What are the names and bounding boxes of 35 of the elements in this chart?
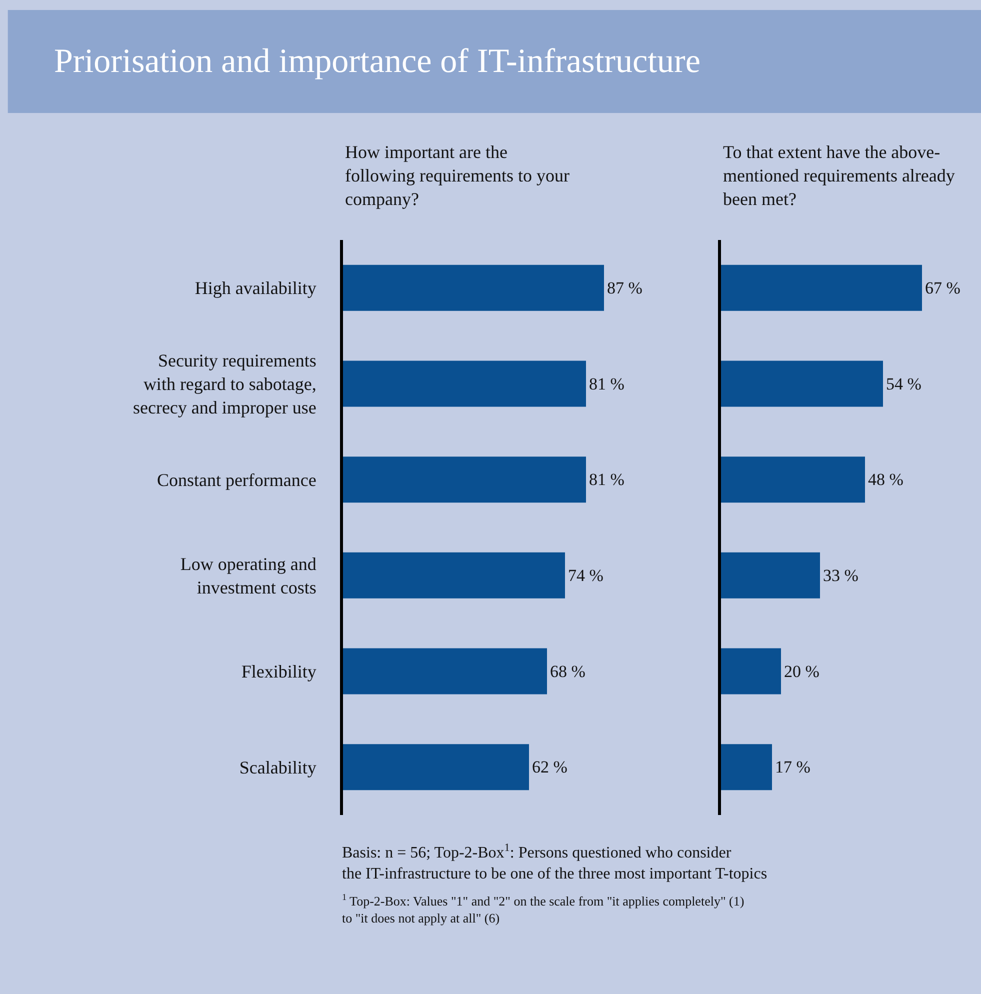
bar (343, 264, 604, 311)
chart-subtitle: How important are the following requirements to your company? (345, 142, 570, 209)
chart-subtitle: To that extent have the above-mentioned requirements already been met? (723, 142, 955, 209)
bar (721, 456, 865, 503)
data-label: 20 % (784, 662, 820, 681)
data-label: 48 % (868, 470, 904, 490)
data-label: 81 % (589, 470, 624, 490)
text: $^{1}$ Top-2-Box: Values "1" and "2" on the scale from "it applies completely" (1) to "it does not apply at all" (6) (342, 892, 744, 926)
bar (343, 744, 529, 790)
data-label: 62 % (532, 758, 568, 777)
bar (343, 648, 547, 694)
bar (343, 456, 586, 503)
y-tick-label: Flexibility (241, 662, 316, 682)
bar (721, 360, 883, 407)
bar (721, 648, 781, 694)
y-tick-label: Scalability (239, 757, 316, 778)
data-label: 87 % (607, 278, 642, 298)
bar (721, 264, 922, 311)
data-label: 17 % (775, 758, 810, 777)
y-tick-label: High availability (194, 278, 316, 298)
data-label: 68 % (550, 662, 586, 681)
chart-title: Priorisation and importance of IT-infrastructure (54, 43, 700, 80)
y-tick-label: Low operating and investment costs (180, 554, 316, 598)
text: Basis: n = 56; Top-2-Box$^{1}$: Persons questioned who consider the IT-infrastructure to be one of the three most important T-topics (342, 842, 768, 883)
bar (343, 552, 565, 598)
data-label: 81 % (589, 374, 624, 394)
data-label: 67 % (925, 278, 960, 298)
y-tick-label: Constant performance (156, 470, 316, 490)
bar (721, 744, 772, 790)
bar (343, 360, 586, 407)
data-label: 74 % (568, 566, 604, 585)
bar (721, 552, 820, 598)
y-tick-label: Security requirements with regard to sabotage, secrecy and improper use (132, 350, 316, 418)
data-label: 54 % (886, 374, 922, 394)
data-label: 33 % (823, 566, 858, 585)
